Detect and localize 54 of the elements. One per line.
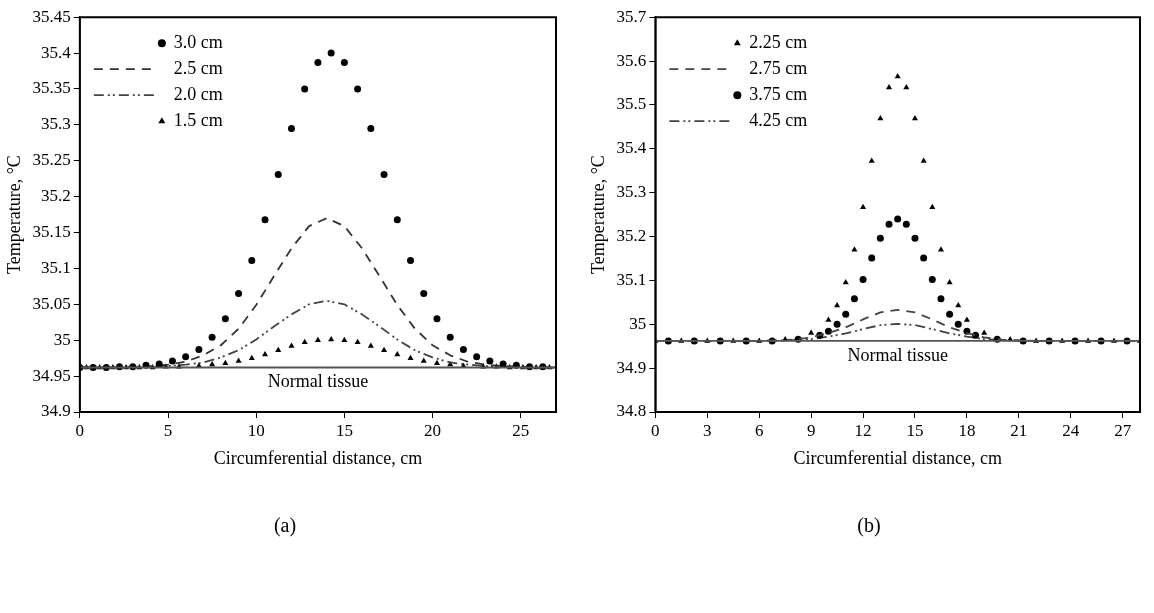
x-tick-label: 3 (703, 420, 712, 440)
y-tick-label: 35.4 (616, 138, 647, 158)
y-tick-label: 35.6 (616, 50, 647, 70)
y-tick-label: 35.2 (616, 226, 647, 245)
x-axis-title: Circumferential distance, cm (793, 447, 1002, 468)
legend-label: 2.5 cm (173, 57, 223, 78)
y-tick-label: 34.95 (32, 365, 71, 385)
y-tick-label: 35.1 (41, 257, 71, 277)
ref-line-label: Normal tissue (847, 344, 948, 365)
y-tick-label: 34.9 (41, 401, 71, 421)
legend-label: 2.25 cm (749, 31, 808, 52)
x-tick-label: 0 (651, 420, 660, 440)
legend-label: 3.0 cm (173, 31, 223, 52)
y-tick-label: 35.35 (32, 78, 71, 98)
x-tick-label: 12 (854, 420, 872, 440)
y-tick-label: 35.05 (32, 293, 71, 313)
text: (b) (856, 514, 882, 537)
x-tick-label: 10 (247, 420, 265, 440)
y-tick-label: 35.3 (41, 114, 71, 134)
y-tick-label: 35.7 (616, 6, 647, 26)
x-tick-label: 24 (1062, 420, 1080, 440)
x-tick-label: 18 (958, 420, 976, 440)
x-tick-label: 15 (335, 420, 353, 440)
legend-label: 2.0 cm (173, 83, 223, 104)
y-tick-label: 35.25 (32, 150, 71, 170)
x-tick-label: 27 (1114, 420, 1132, 440)
x-tick-label: 6 (754, 420, 764, 440)
x-tick-label: 20 (424, 420, 442, 440)
legend-label: 2.75 cm (749, 57, 808, 78)
y-tick-label: 35.45 (32, 6, 71, 26)
y-tick-label: 35.3 (616, 182, 647, 202)
x-tick-label: 21 (1010, 420, 1028, 440)
x-tick-label: 5 (163, 420, 173, 440)
legend-label: 4.25 cm (749, 109, 808, 130)
ref-line-label: Normal tissue (267, 371, 369, 392)
x-tick-label: 15 (906, 420, 924, 440)
y-axis-title: Temperature, °C (3, 155, 24, 275)
y-tick-label: 35.2 (41, 186, 71, 206)
y-tick-label: 35.1 (616, 269, 647, 289)
x-tick-label: 9 (806, 420, 816, 440)
legend-label: 1.5 cm (173, 109, 223, 130)
y-tick-label: 35 (53, 329, 71, 349)
x-tick-label: 0 (75, 420, 85, 440)
y-tick-label: 35.5 (616, 94, 647, 114)
legend-label: 3.75 cm (749, 83, 808, 104)
y-tick-label: 34.9 (616, 357, 647, 377)
y-tick-label: 35.4 (41, 42, 72, 62)
x-axis-title: Circumferential distance, cm (213, 447, 423, 468)
x-tick-label: 25 (512, 420, 530, 440)
y-tick-label: 35.15 (32, 222, 71, 242)
text: (a) (272, 514, 298, 537)
y-axis-title: Temperature, °C (587, 155, 608, 275)
y-tick-label: 34.8 (616, 401, 647, 421)
y-tick-label: 35 (629, 313, 647, 333)
